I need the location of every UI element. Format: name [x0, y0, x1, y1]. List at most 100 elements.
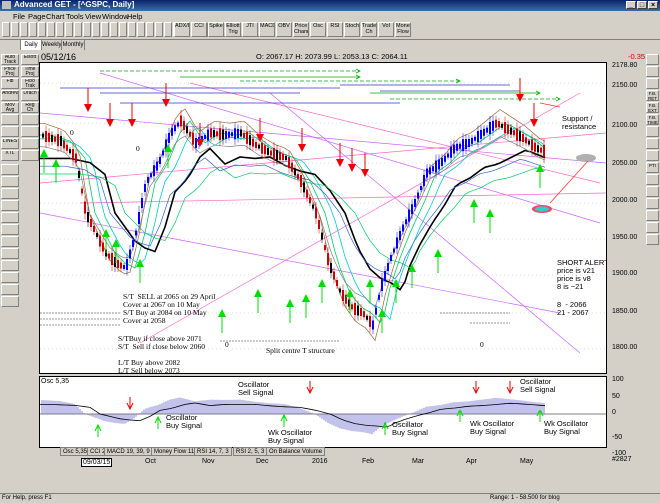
study-button-12[interactable]: Vol	[378, 22, 394, 37]
left-tool-8[interactable]: Mov Avg	[1, 102, 19, 113]
study-button-13[interactable]: Money Flow	[395, 22, 411, 37]
right-tool-7[interactable]	[646, 138, 659, 149]
left-tool-extra-1[interactable]	[1, 176, 19, 187]
tab-weekly[interactable]: Weekly	[41, 39, 62, 50]
toolbar-button-10[interactable]	[92, 22, 100, 37]
indicator-tab-5[interactable]: RSI 2, 5, 3	[233, 447, 268, 456]
toolbar-button-9[interactable]	[83, 22, 91, 37]
toolbar-button-2[interactable]	[20, 22, 28, 37]
toolbar-button-13[interactable]	[119, 22, 127, 37]
right-tool-4[interactable]: F.B. EXT	[646, 102, 659, 113]
toolbar-button-8[interactable]	[74, 22, 82, 37]
left-tool-4[interactable]: Fib	[1, 78, 19, 89]
left-tool-10[interactable]	[1, 114, 19, 125]
right-tool-15[interactable]	[646, 234, 659, 245]
left-tool-extra-4[interactable]	[1, 212, 19, 223]
indicator-tab-6[interactable]: On Balance Volume	[266, 447, 326, 456]
right-tool-12[interactable]	[646, 198, 659, 209]
study-button-10[interactable]: Stoch	[344, 22, 360, 37]
toolbar-button-11[interactable]	[101, 22, 109, 37]
left-tool-extra-2[interactable]	[1, 188, 19, 199]
right-tool-9[interactable]: PTI	[646, 162, 659, 173]
left-tool-extra-6[interactable]	[1, 236, 19, 247]
study-button-7[interactable]: Price Channel	[293, 22, 309, 37]
menu-tools[interactable]: Tools	[66, 12, 84, 21]
study-button-3[interactable]: Elliott Trig	[225, 22, 241, 37]
close-button[interactable]: ×	[648, 1, 658, 9]
right-tool-5[interactable]: F.B. TIME	[646, 114, 659, 125]
left-tool-0[interactable]: Auto Track	[1, 54, 19, 65]
left-tool-3[interactable]: Time Proj	[21, 66, 39, 77]
left-tool-16[interactable]: XTL	[1, 150, 19, 161]
left-tool-11[interactable]	[21, 114, 39, 125]
menu-chart[interactable]: Chart	[46, 12, 65, 21]
indicator-tab-0[interactable]: Osc 5,35	[60, 447, 91, 456]
tab-monthly[interactable]: Monthly	[61, 39, 85, 50]
left-tool-17[interactable]	[21, 150, 39, 161]
left-tool-extra-8[interactable]	[1, 260, 19, 271]
study-button-9[interactable]: RSI	[327, 22, 343, 37]
toolbar-button-12[interactable]	[110, 22, 118, 37]
study-button-2[interactable]: Spike	[208, 22, 224, 37]
right-tool-0[interactable]	[646, 54, 659, 65]
study-button-5[interactable]: MACD	[259, 22, 275, 37]
toolbar-button-3[interactable]	[29, 22, 37, 37]
toolbar-button-7[interactable]	[65, 22, 73, 37]
maximize-button[interactable]: □	[637, 1, 647, 9]
study-button-0[interactable]: ADX/DMI	[174, 22, 190, 37]
toolbar-button-18[interactable]	[164, 22, 172, 37]
right-tool-8[interactable]	[646, 150, 659, 161]
left-tool-15[interactable]	[21, 138, 39, 149]
toolbar-button-6[interactable]	[56, 22, 64, 37]
indicator-tab-3[interactable]: Money Flow 11	[151, 447, 198, 456]
left-tool-6[interactable]: Andrew	[1, 90, 19, 101]
right-tool-14[interactable]	[646, 222, 659, 233]
left-tool-extra-9[interactable]	[1, 272, 19, 283]
left-tool-5[interactable]: Fibo Trak	[21, 78, 39, 89]
left-tool-9[interactable]: Reg Ch	[21, 102, 39, 113]
left-tool-extra-11[interactable]	[1, 296, 19, 307]
indicator-tab-2[interactable]: MACD 19, 39, 9	[104, 447, 153, 456]
toolbar-button-5[interactable]	[47, 22, 55, 37]
right-tool-6[interactable]	[646, 126, 659, 137]
left-tool-2[interactable]: Price Proj	[1, 66, 19, 77]
left-tool-extra-7[interactable]	[1, 248, 19, 259]
menu-window[interactable]: Window	[102, 12, 129, 21]
left-tool-13[interactable]	[21, 126, 39, 137]
menu-page[interactable]: Page	[28, 12, 46, 21]
study-button-11[interactable]: Trade Ch	[361, 22, 377, 37]
left-tool-extra-3[interactable]	[1, 200, 19, 211]
toolbar-button-15[interactable]	[137, 22, 145, 37]
right-tool-3[interactable]: F.B. RET	[646, 90, 659, 101]
toolbar-button-4[interactable]	[38, 22, 46, 37]
left-tool-1[interactable]: Elliott	[21, 54, 39, 65]
left-tool-extra-5[interactable]	[1, 224, 19, 235]
study-button-8[interactable]: Osc	[310, 22, 326, 37]
toolbar-button-1[interactable]	[11, 22, 19, 37]
menu-file[interactable]: File	[13, 12, 26, 21]
right-tool-11[interactable]	[646, 186, 659, 197]
left-tool-12[interactable]	[1, 126, 19, 137]
left-tool-extra-0[interactable]	[1, 164, 19, 175]
price-chart[interactable]: Support / resistance SHORT ALERT price i…	[39, 62, 607, 374]
study-button-1[interactable]: CCI	[191, 22, 207, 37]
menu-help[interactable]: Help	[127, 12, 143, 21]
left-tool-14[interactable]: LINES	[1, 138, 19, 149]
right-tool-10[interactable]	[646, 174, 659, 185]
indicator-tab-4[interactable]: RSI 14, 7, 3	[194, 447, 232, 456]
right-tool-13[interactable]	[646, 210, 659, 221]
study-button-6[interactable]: OBV	[276, 22, 292, 37]
right-tool-2[interactable]	[646, 78, 659, 89]
study-button-4[interactable]: JTI	[242, 22, 258, 37]
left-tool-extra-10[interactable]	[1, 284, 19, 295]
toolbar-button-16[interactable]	[146, 22, 154, 37]
toolbar-button-14[interactable]	[128, 22, 136, 37]
toolbar-button-0[interactable]	[2, 22, 10, 37]
right-tool-1[interactable]	[646, 66, 659, 77]
left-tool-7[interactable]: Drach	[21, 90, 39, 101]
toolbar-button-17[interactable]	[155, 22, 163, 37]
oscillator-panel[interactable]: Osc 5,35 Oscillator Sell Signal Oscillat…	[39, 376, 607, 448]
menu-view[interactable]: View	[85, 12, 102, 21]
tab-daily[interactable]: Daily	[20, 39, 42, 50]
minimize-button[interactable]: _	[626, 1, 636, 9]
